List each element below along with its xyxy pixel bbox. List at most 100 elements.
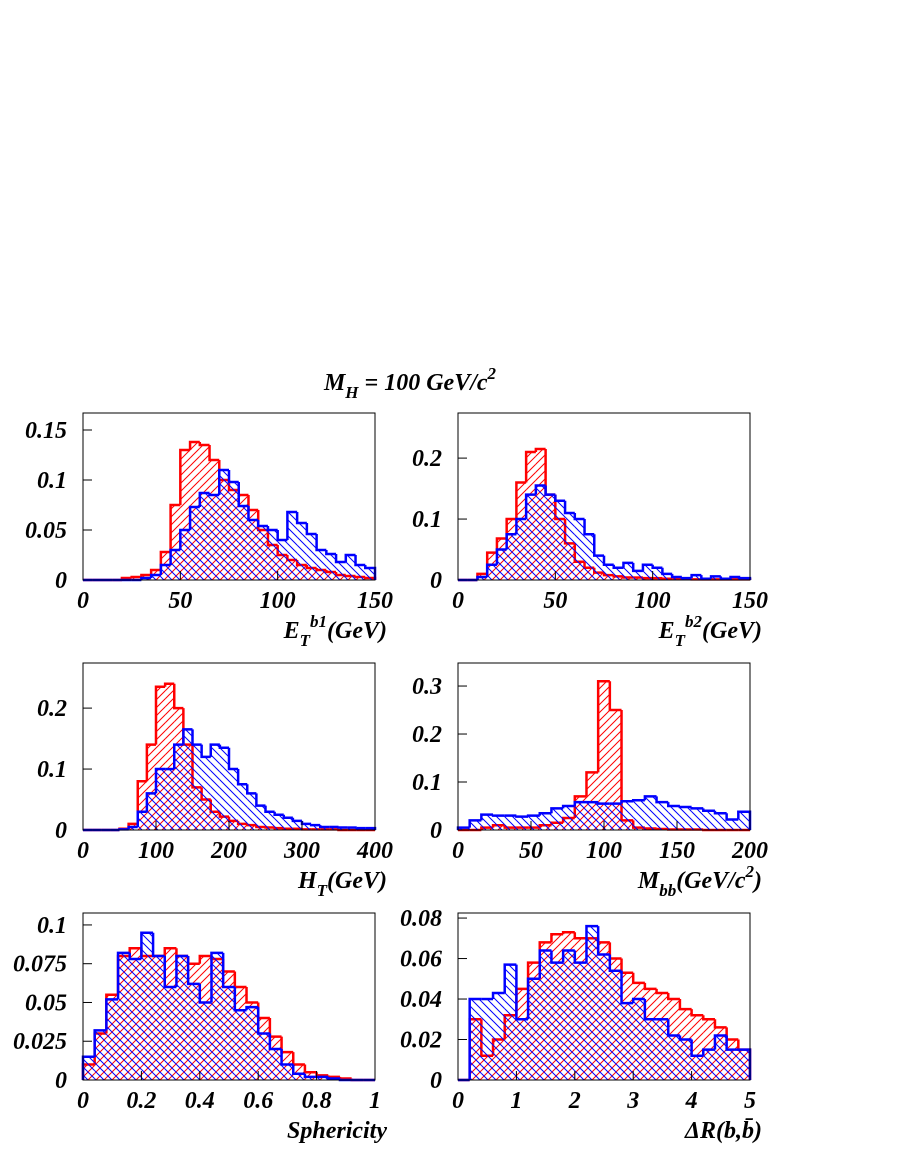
bar-outline: [661, 567, 673, 576]
bar: [165, 769, 175, 830]
text-part: Sphericity: [287, 1118, 387, 1144]
bar: [292, 820, 302, 830]
bar: [223, 986, 235, 1080]
bar: [714, 1035, 727, 1080]
bar: [293, 1064, 305, 1080]
bar: [481, 999, 494, 1080]
bar: [83, 1056, 95, 1080]
bar-outline: [221, 959, 235, 973]
bar-outline: [256, 1007, 270, 1035]
bar-outline: [149, 568, 161, 575]
bar-outline: [182, 728, 193, 745]
bar: [128, 826, 138, 830]
bar-outline: [641, 563, 653, 571]
bar: [302, 823, 312, 830]
figure-title: MH = 100 GeV/c2: [323, 364, 497, 402]
bar: [131, 577, 142, 580]
bar-outline: [173, 743, 184, 770]
x-tick-label: 1: [510, 1088, 522, 1114]
bar-outline: [355, 826, 366, 830]
bar-outline: [319, 825, 330, 829]
bar: [738, 811, 750, 830]
bar: [469, 820, 482, 830]
x-axis-label: ETb2(GeV): [658, 612, 762, 650]
bar: [188, 983, 200, 1080]
x-tick-label: 200: [210, 838, 247, 864]
y-tick-label: 0.1: [37, 757, 67, 783]
x-axis-label: ETb1(GeV): [283, 612, 387, 650]
bar: [355, 565, 366, 580]
bar: [662, 573, 673, 580]
x-tick-label: 4: [685, 1088, 698, 1114]
x-tick-label: 0: [77, 838, 89, 864]
x-tick-label: 100: [138, 838, 174, 864]
text-part: (GeV): [702, 618, 762, 644]
bar-outline: [550, 933, 564, 943]
y-tick-label: 0.08: [400, 906, 442, 932]
bar: [146, 744, 156, 830]
bar-outline: [208, 445, 220, 462]
text-part: bb: [659, 881, 676, 900]
bar-outline: [246, 784, 257, 795]
bar: [504, 815, 517, 830]
y-tick-label: 0: [430, 818, 442, 844]
bar-outline: [256, 520, 268, 528]
bar: [469, 999, 482, 1080]
bar-outline: [505, 517, 517, 539]
bar: [153, 955, 165, 1080]
bar: [283, 817, 293, 830]
bar-outline: [145, 743, 156, 782]
bar-outline: [273, 811, 284, 817]
y-tick-label: 0.1: [37, 468, 67, 494]
bar: [137, 781, 147, 830]
bar-outline: [145, 792, 156, 812]
bar-outline: [315, 1072, 329, 1077]
y-tick-label: 0.025: [13, 1029, 67, 1055]
bar-outline: [291, 1052, 305, 1066]
bar-outline: [561, 949, 575, 963]
bar: [506, 534, 517, 580]
bar: [703, 1049, 715, 1080]
x-tick-label: 0: [452, 838, 464, 864]
bar-outline: [295, 512, 307, 525]
bar-outline: [163, 955, 177, 989]
bar: [528, 815, 540, 830]
bar-outline: [702, 1015, 715, 1021]
y-tick-label: 0.04: [400, 987, 442, 1013]
bar: [656, 802, 669, 830]
bar: [316, 1076, 329, 1080]
bar: [609, 710, 622, 830]
text-part: ΔR(b,b̄): [684, 1118, 762, 1144]
bar: [174, 744, 184, 830]
bar-outline: [651, 564, 663, 570]
text-part: = 100 GeV/c: [359, 370, 488, 396]
bar-outline: [337, 826, 348, 829]
bar-outline: [191, 729, 202, 746]
y-tick-label: 0.05: [25, 990, 67, 1016]
bar: [584, 534, 595, 580]
bar-outline: [280, 1048, 294, 1066]
bar: [598, 954, 610, 1080]
bar: [738, 1049, 750, 1080]
bar: [623, 562, 634, 580]
bar-outline: [622, 561, 634, 568]
bar-outline: [593, 534, 604, 557]
bar: [170, 550, 181, 580]
bar-outline: [631, 997, 645, 1004]
bar: [129, 959, 142, 1080]
bar: [621, 1003, 634, 1080]
bar-outline: [515, 815, 529, 818]
bar-outline: [468, 819, 482, 828]
bar-outline: [186, 955, 200, 965]
bar-outline: [612, 564, 624, 570]
text-part: (GeV/c: [676, 868, 746, 894]
bar: [477, 576, 488, 580]
bar: [679, 806, 692, 830]
x-tick-label: 150: [357, 588, 393, 614]
bar-outline: [93, 1029, 107, 1057]
bar: [316, 550, 327, 580]
bar-outline: [544, 485, 556, 496]
x-tick-label: 100: [586, 838, 622, 864]
bar-outline: [596, 802, 610, 805]
bar: [691, 575, 702, 580]
